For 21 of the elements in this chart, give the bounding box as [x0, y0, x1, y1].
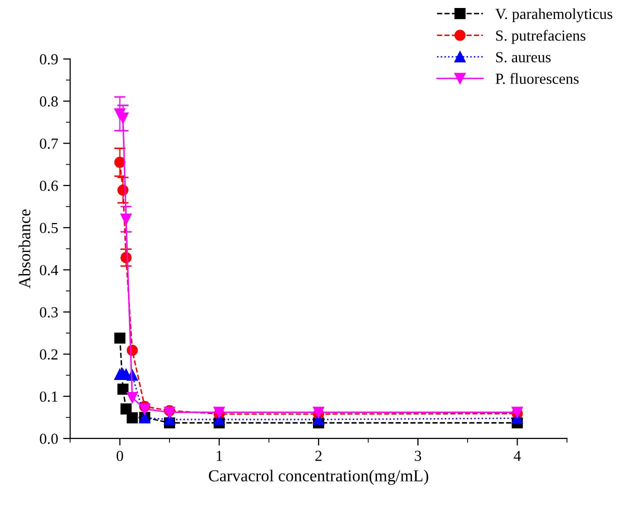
- x-tick-label: 0: [116, 450, 124, 462]
- legend-label: P. fluorescens: [496, 73, 579, 84]
- y-tick-label: 0.4: [40, 264, 58, 276]
- x-axis-title: Carvacrol concentration(mg/mL): [208, 470, 428, 485]
- y-tick-label: 0.3: [40, 307, 58, 318]
- y-tick-label: 0.1: [40, 391, 58, 402]
- x-tick-label: 4: [514, 450, 521, 461]
- y-tick-label: 0.9: [40, 54, 58, 65]
- y-tick-label: 0.7: [40, 138, 58, 149]
- y-tick-label: 0.0: [40, 434, 58, 444]
- x-tick-label: 1: [216, 450, 222, 461]
- y-axis-title: Absorbance: [18, 210, 30, 288]
- x-tick-label: 2: [315, 450, 322, 461]
- legend-label: S. putrefaciens: [496, 30, 586, 44]
- y-tick-label: 0.6: [40, 180, 58, 191]
- y-tick-label: 0.2: [40, 349, 58, 360]
- y-tick-label: 0.5: [40, 222, 58, 234]
- legend-label: V. parahemolyticus: [495, 8, 612, 22]
- y-tick-label: 0.8: [40, 96, 58, 107]
- x-tick-label: 3: [414, 450, 422, 462]
- legend-label: S. aureus: [496, 52, 551, 62]
